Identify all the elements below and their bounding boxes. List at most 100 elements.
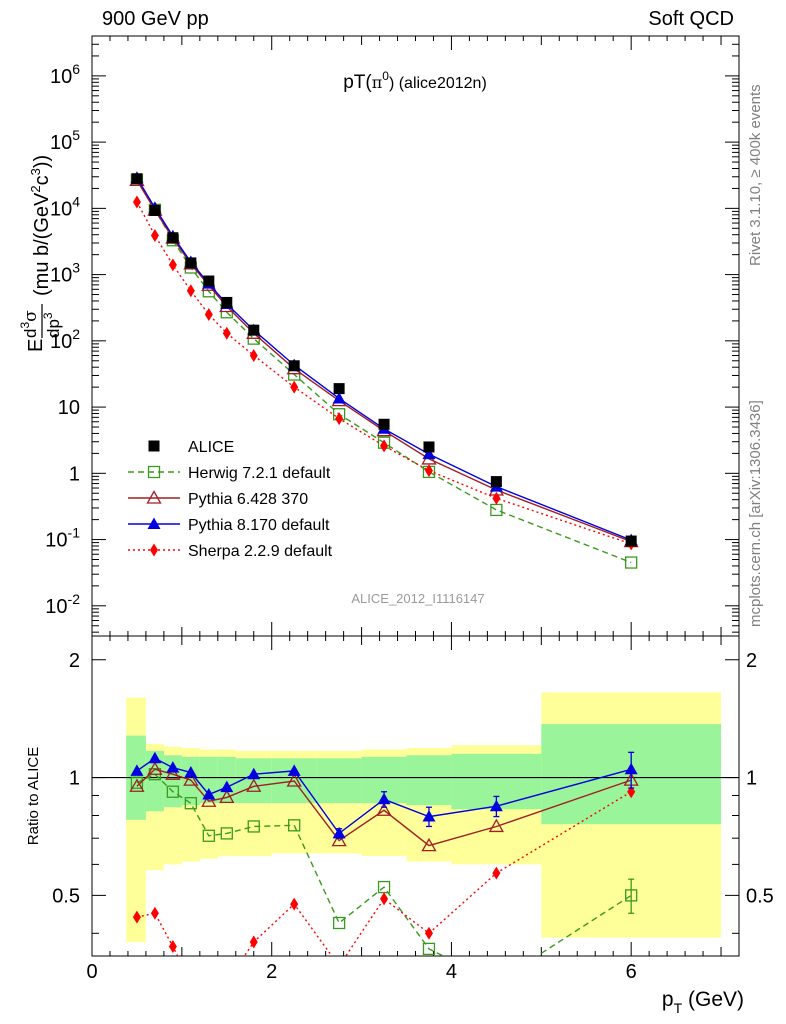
main-point-alice <box>333 383 345 395</box>
ratio-point-pythia6 <box>183 772 199 786</box>
main-point-sherpa <box>290 380 299 394</box>
main-ytick-label: 102 <box>50 326 80 353</box>
main-point-alice <box>625 535 637 547</box>
ratio-point-sherpa <box>290 897 299 911</box>
svg-text:dp3: dp3 <box>41 312 63 338</box>
svg-text:E: E <box>25 339 47 352</box>
main-ytick-label: 10-1 <box>45 525 80 552</box>
legend-marker-pythia8 <box>147 517 161 529</box>
main-point-alice <box>185 257 197 269</box>
main-point-alice <box>131 173 143 185</box>
xtick-label: 0 <box>86 961 97 983</box>
ratio-point-pythia8 <box>202 788 216 800</box>
band-green-8 <box>316 758 362 804</box>
ratio-point-pythia8 <box>184 766 198 778</box>
main-point-alice <box>221 296 233 308</box>
band-green-10 <box>406 755 452 806</box>
main-point-sherpa <box>424 464 433 478</box>
legend-label-herwig: Herwig 7.2.1 default <box>188 465 331 482</box>
ratio-ytick-label-right: 1 <box>746 768 757 790</box>
main-point-alice <box>288 360 300 372</box>
ratio-point-sherpa <box>187 976 195 989</box>
header-right: Soft QCD <box>648 8 734 30</box>
ratio-ytick-label: 1 <box>69 768 80 790</box>
main-ytick-label: 103 <box>50 260 80 287</box>
ratio-point-herwig <box>166 785 180 798</box>
ratio-point-herwig <box>202 829 215 842</box>
main-ytick-label: 104 <box>50 193 80 220</box>
xlabel: pT (GeV) <box>662 988 744 1016</box>
main-ytick-label: 106 <box>50 61 80 88</box>
ratio-point-sherpa <box>492 866 501 880</box>
main-line-pythia6 <box>136 179 632 543</box>
main-point-sherpa <box>204 307 213 321</box>
ratio-series <box>129 751 639 989</box>
ratio-point-pythia8 <box>166 761 180 773</box>
ratio-line-pythia6 <box>136 768 632 847</box>
main-point-alice <box>378 418 390 430</box>
ratio-line-herwig <box>136 773 632 956</box>
ratio-point-pythia8 <box>130 764 144 776</box>
ratio-point-pythia8 <box>422 810 436 822</box>
ratio-point-pythia8 <box>332 826 346 839</box>
main-point-sherpa <box>168 258 177 272</box>
main-point-pythia8 <box>332 391 346 404</box>
ratio-point-pythia8 <box>287 764 301 776</box>
ratio-point-pythia6 <box>129 778 145 792</box>
main-point-sherpa <box>380 439 389 453</box>
ratio-point-pythia8 <box>489 799 503 812</box>
main-point-alice <box>149 204 161 216</box>
legend-label-alice: ALICE <box>188 439 234 456</box>
ratio-point-sherpa <box>335 960 343 973</box>
main-point-alice <box>203 275 215 287</box>
ratio-point-pythia8 <box>220 780 234 793</box>
ratio-point-sherpa <box>424 926 433 940</box>
main-ytick-label: 10 <box>58 397 80 419</box>
legend-marker-alice <box>148 440 160 452</box>
uncertainty-bands <box>92 692 739 943</box>
main-line-pythia8 <box>136 177 632 541</box>
ratio-point-herwig <box>220 827 233 840</box>
axis-labels: 10-2 10-1 1 10 102 103 104 105 106 0.5 0.5 1 1 2 2 0 2 4 6 <box>45 61 774 983</box>
legend: ALICE Herwig 7.2.1 default Pythia 6.428 37… <box>128 439 333 560</box>
analysis-label: ALICE_2012_I1116147 <box>351 591 484 606</box>
legend-marker-sherpa <box>150 543 158 557</box>
main-point-herwig <box>490 503 503 517</box>
main-point-sherpa <box>222 326 231 340</box>
ratio-point-sherpa <box>168 940 177 954</box>
svg-text:d3σ: d3σ <box>18 310 41 338</box>
main-ytick-label: 105 <box>50 127 80 154</box>
main-point-alice <box>423 441 435 453</box>
ratio-point-herwig <box>184 797 197 810</box>
ratio-ylabel: Ratio to ALICE <box>25 747 42 845</box>
ratio-point-pythia6 <box>201 793 217 807</box>
main-ylabel: E d3σ dp3 (mu b/(GeV2c3)) <box>18 155 63 352</box>
main-point-sherpa <box>132 195 141 209</box>
band-green-4 <box>199 756 218 804</box>
ratio-point-sherpa <box>205 976 213 989</box>
main-point-alice <box>490 476 502 488</box>
legend-label-pythia8: Pythia 8.170 default <box>188 517 330 534</box>
main-point-sherpa <box>335 412 344 426</box>
ratio-point-pythia6 <box>246 778 262 792</box>
ratio-ytick-label: 0.5 <box>52 885 80 907</box>
main-point-alice <box>248 324 260 336</box>
ratio-point-pythia6 <box>331 832 347 847</box>
ratio-point-sherpa <box>223 976 231 989</box>
ratio-point-sherpa <box>132 910 141 924</box>
xtick-label: 4 <box>446 961 457 983</box>
ratio-point-herwig <box>130 776 144 789</box>
main-ytick-label: 1 <box>69 463 80 485</box>
ratio-ytick-label-right: 0.5 <box>746 885 774 907</box>
ratio-point-pythia8 <box>624 762 638 775</box>
band-green-1 <box>145 750 164 812</box>
ratio-point-pythia8 <box>148 751 162 764</box>
chart-title: pT(π0) (alice2012n) <box>343 69 487 93</box>
ratio-point-pythia8 <box>377 792 391 805</box>
ratio-point-herwig <box>491 977 502 988</box>
xtick-label: 2 <box>266 961 277 983</box>
ratio-point-pythia6 <box>286 773 302 787</box>
svg-text:(mu b/(GeV2c3)): (mu b/(GeV2c3)) <box>28 155 53 296</box>
xtick-label: 6 <box>626 961 637 983</box>
